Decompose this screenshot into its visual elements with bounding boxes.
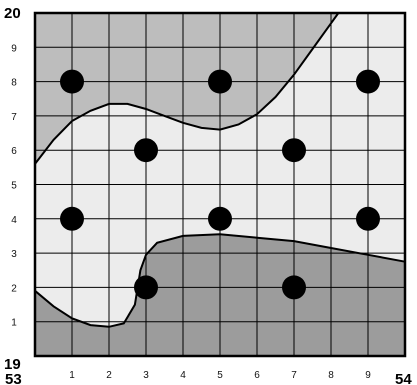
x-tick-label: 1 xyxy=(69,370,75,381)
y-tick-label: 4 xyxy=(11,215,17,226)
dot-marker xyxy=(356,206,380,231)
x-tick-label: 5 xyxy=(217,370,223,381)
upper-boundary-curve xyxy=(34,12,340,165)
y-tick-label: 5 xyxy=(11,181,17,192)
dot-marker xyxy=(208,69,232,94)
dot-marker xyxy=(356,69,380,94)
y-tick-label: 8 xyxy=(11,78,17,89)
y-tick-label: 9 xyxy=(11,43,17,54)
dots-group xyxy=(60,69,380,300)
y-tick-label: 6 xyxy=(11,146,17,157)
y-tick-label: 7 xyxy=(11,112,17,123)
x-tick-label: 2 xyxy=(106,370,112,381)
y-tick-label: 2 xyxy=(11,283,17,294)
x-axis-ticks: 1 2 3 4 5 6 7 8 9 xyxy=(69,370,371,381)
plot-area xyxy=(33,11,407,358)
x-tick-label: 9 xyxy=(365,370,371,381)
dot-marker xyxy=(60,69,84,94)
corner-label-bottom-right-x: 54 xyxy=(395,371,412,385)
dot-marker xyxy=(134,275,158,300)
x-tick-label: 4 xyxy=(180,370,186,381)
x-tick-label: 8 xyxy=(328,370,334,381)
dot-marker xyxy=(134,138,158,163)
x-tick-label: 3 xyxy=(143,370,149,381)
corner-label-top-left: 20 xyxy=(4,5,21,22)
x-tick-label: 7 xyxy=(291,370,297,381)
dot-marker xyxy=(208,206,232,231)
dot-marker xyxy=(282,275,306,300)
gridlines xyxy=(35,13,405,356)
lower-boundary-curve xyxy=(34,233,406,328)
y-tick-label: 3 xyxy=(11,249,17,260)
corner-label-bottom-left: 19 xyxy=(4,356,21,373)
corner-label-bottom-left-x: 53 xyxy=(5,371,22,385)
y-axis-ticks: 1 2 3 4 5 6 7 8 9 xyxy=(11,43,17,328)
dot-marker xyxy=(282,138,306,163)
top-shaded-region xyxy=(35,13,339,164)
plot-frame xyxy=(33,11,407,358)
y-tick-label: 1 xyxy=(11,318,17,329)
x-tick-label: 6 xyxy=(254,370,260,381)
dot-marker xyxy=(60,206,84,231)
